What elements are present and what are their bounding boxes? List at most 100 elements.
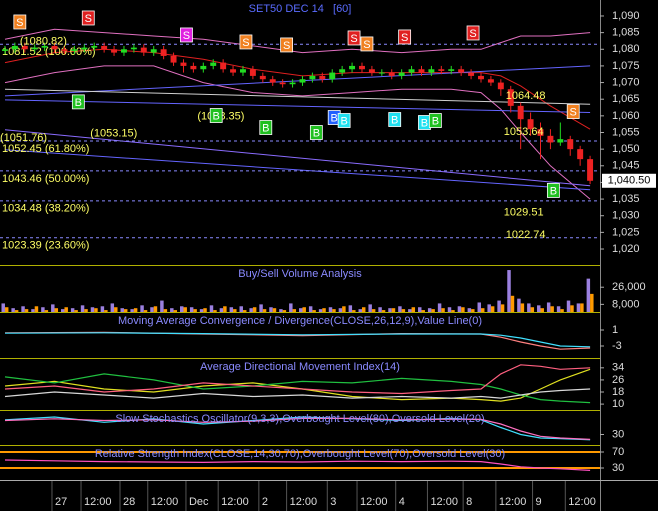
volume-bar	[249, 308, 253, 312]
signal-marker	[428, 113, 442, 128]
volume-bar	[299, 308, 303, 312]
signal-label: S	[350, 33, 357, 45]
candle-body	[567, 139, 574, 150]
y-tick-label: 1,070	[612, 76, 640, 88]
volume-bar	[163, 309, 168, 312]
volume-bar	[507, 270, 511, 312]
candle-body	[279, 82, 286, 85]
volume-bar	[477, 302, 481, 312]
candle-body	[1, 49, 8, 51]
volume-bar	[480, 308, 485, 312]
volume-bar	[4, 307, 9, 312]
candle-body	[190, 65, 197, 70]
volume-bar	[457, 306, 462, 312]
candle-body	[507, 89, 514, 106]
volume-bar	[90, 307, 95, 312]
x-tick-label: 12:00	[430, 496, 458, 508]
volume-bar	[328, 307, 333, 312]
indicator-line	[4, 417, 591, 440]
last-price-label: 1,040.50	[608, 175, 651, 187]
signal-label: S	[469, 28, 476, 40]
pane-title: Relative Strength Index(CLOSE,14,30,70),…	[95, 448, 505, 460]
volume-bar	[431, 309, 435, 312]
volume-bar	[312, 310, 316, 312]
volume-bar	[34, 306, 39, 312]
signal-label: B	[432, 115, 439, 127]
candle-body	[259, 75, 266, 80]
volume-bar	[358, 309, 362, 312]
volume-bar	[54, 308, 59, 312]
y-tick-label: 1	[612, 324, 618, 336]
volume-bar	[550, 306, 554, 312]
signal-marker	[347, 30, 361, 46]
volume-bar	[229, 307, 234, 312]
candle-body	[130, 47, 137, 50]
volume-bar	[289, 303, 293, 312]
y-tick-label: 1,045	[612, 160, 640, 172]
y-tick-label: 10	[612, 398, 624, 410]
price-annotation: 1064.48	[506, 90, 546, 102]
x-tick-label: 8	[466, 496, 472, 508]
y-tick-label: 1,075	[612, 60, 640, 72]
y-tick-label: 1,065	[612, 93, 640, 105]
volume-bar	[64, 307, 68, 312]
pane-title: Buy/Sell Volume Analysis	[238, 268, 362, 280]
indicator-line	[4, 373, 591, 404]
candle-body	[309, 75, 316, 80]
volume-bar	[520, 303, 525, 312]
volume-bar	[411, 307, 416, 312]
volume-bar	[282, 310, 287, 312]
volume-bar	[408, 309, 412, 312]
volume-bar	[517, 298, 521, 312]
volume-bar	[352, 310, 356, 312]
candle-body	[31, 47, 38, 50]
x-tick-label: 12:00	[499, 496, 527, 508]
signal-label: B	[391, 114, 398, 126]
volume-bar	[391, 308, 396, 312]
y-tick-label: 34	[612, 362, 624, 374]
candle-body	[210, 62, 217, 66]
candle-body	[547, 135, 554, 143]
volume-bar	[259, 304, 263, 312]
volume-bar	[140, 305, 144, 312]
volume-bar	[527, 303, 531, 312]
price-annotation: (1051.76)	[0, 132, 47, 144]
overlay-line	[4, 28, 591, 54]
indicator-line	[4, 364, 591, 395]
signal-label: B	[421, 117, 428, 129]
volume-bar	[74, 310, 78, 312]
y-tick-label: 1,080	[612, 43, 640, 55]
pane-title: Average Directional Movement Index(14)	[200, 361, 400, 373]
signal-marker	[398, 29, 412, 45]
y-tick-label: 1,090	[612, 10, 640, 22]
pane-title: Slow Stochastics Oscillator(9,3,3),Overb…	[115, 413, 484, 425]
volume-bar	[388, 308, 392, 312]
volume-bar	[332, 309, 336, 312]
candle-body	[111, 49, 118, 53]
candle-body	[220, 62, 227, 70]
last-price-box	[602, 173, 656, 188]
x-tick-label: 3	[330, 496, 336, 508]
volume-bar	[120, 308, 124, 312]
volume-bar	[580, 303, 584, 312]
volume-bar	[14, 310, 19, 312]
volume-bar	[566, 300, 571, 312]
x-tick-label: 12:00	[360, 496, 388, 508]
y-tick-label: 30	[612, 462, 624, 474]
candle-body	[71, 49, 78, 51]
y-tick-label: 1,025	[612, 226, 640, 238]
candle-body	[91, 45, 98, 48]
candle-body	[537, 129, 544, 136]
y-tick-label: 8,000	[612, 298, 640, 310]
candle-body	[200, 65, 207, 70]
volume-bar	[467, 308, 472, 312]
volume-bar	[173, 310, 178, 312]
volume-bar	[338, 308, 343, 312]
volume-bar	[560, 309, 564, 312]
signal-label: S	[283, 40, 290, 52]
x-tick-label: 28	[123, 496, 135, 508]
signal-label: B	[340, 115, 347, 127]
volume-bar	[447, 307, 452, 312]
candle-body	[448, 69, 455, 71]
pane-title: Moving Average Convergence / Divergence(…	[118, 315, 482, 327]
